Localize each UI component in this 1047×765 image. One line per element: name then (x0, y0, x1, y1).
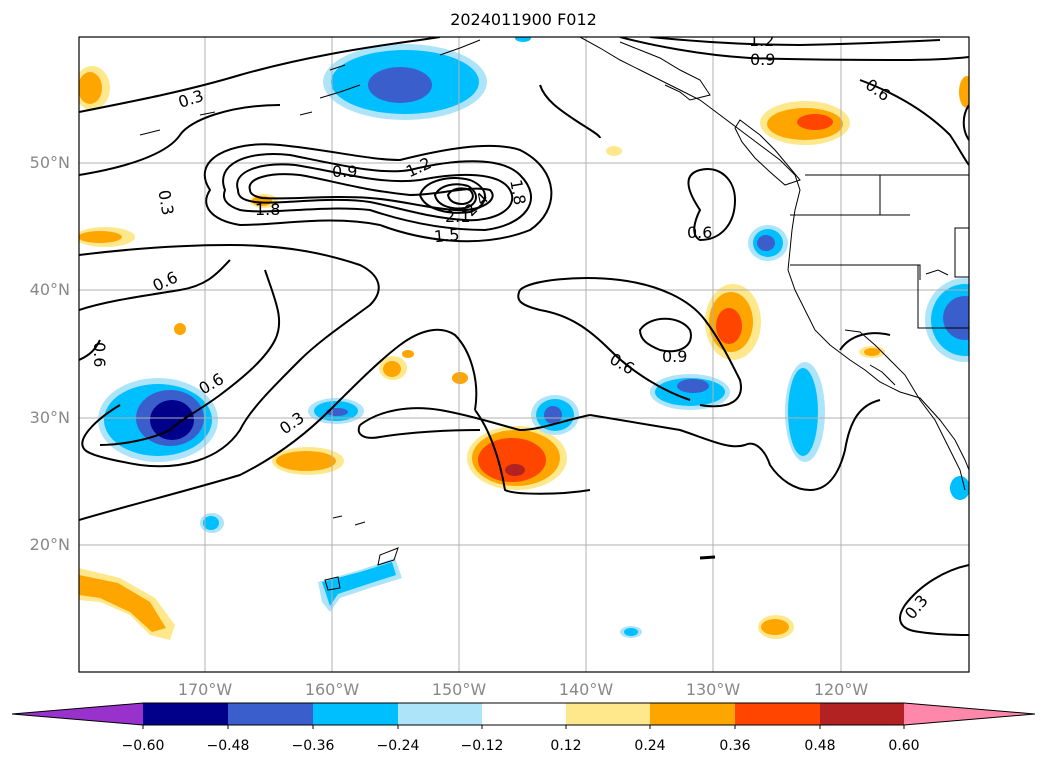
colorbar-tick-label: 0.48 (804, 738, 836, 754)
colorbar-tick-label: −0.36 (291, 738, 335, 754)
coastlines (139, 37, 969, 591)
colorbar-swatch (482, 703, 566, 725)
longitude-label: 160°W (304, 680, 360, 699)
map-title: 2024011900 F012 (450, 10, 597, 29)
contour-label: 1.5 (433, 225, 460, 246)
longitude-label: 150°W (431, 680, 487, 699)
colorbar-extend-min (12, 703, 143, 725)
latitude-label: 50°N (29, 153, 70, 172)
colorbar-extend-max (904, 703, 1035, 725)
colorbar-swatch (228, 703, 313, 725)
longitude-label: 140°W (558, 680, 614, 699)
longitude-label: 130°W (685, 680, 741, 699)
colorbar-tick-label: −0.48 (206, 738, 250, 754)
colorbar-tick-label: −0.12 (460, 738, 504, 754)
colorbar-tick-label: −0.60 (121, 738, 165, 754)
colorbar-tick-label: 0.60 (888, 738, 920, 754)
map-border (78, 36, 970, 673)
colorbar-swatch (313, 703, 398, 725)
contour-label: 0.6 (687, 223, 712, 242)
colorbar-swatch (566, 703, 650, 725)
contour-label: 2.1 (445, 207, 470, 226)
contour-label: 1.2 (749, 31, 774, 50)
colorbar-swatch (398, 703, 482, 725)
latitude-label: 30°N (29, 408, 70, 427)
graticule (79, 37, 969, 672)
latitude-label: 20°N (29, 535, 70, 554)
longitude-label: 170°W (177, 680, 233, 699)
colorbar (11, 702, 1036, 729)
latitude-label: 40°N (29, 280, 70, 299)
contour-label: 0.6 (90, 342, 109, 367)
contour-label: 0.9 (662, 347, 687, 366)
contour-label: 1.8 (506, 178, 529, 206)
longitude-label: 120°W (813, 680, 869, 699)
colorbar-tick-label: 0.24 (634, 738, 666, 754)
colorbar-tick-label: 0.36 (719, 738, 751, 754)
contour-label: 0.9 (332, 162, 357, 181)
colorbar-swatch (143, 703, 228, 725)
contour-lines (79, 37, 969, 636)
contour-label: 1.8 (255, 200, 280, 219)
contour-label: 0.3 (154, 188, 177, 216)
colorbar-swatch (820, 703, 904, 725)
colorbar-tick-label: −0.24 (376, 738, 420, 754)
colorbar-swatch (735, 703, 820, 725)
colorbar-swatch (650, 703, 735, 725)
negative-anomaly-regions (98, 37, 969, 638)
colorbar-tick-label: 0.12 (550, 738, 582, 754)
contour-label: 0.9 (750, 50, 775, 69)
map-plot-area: 0.3 0.6 0.9 1.2 1.5 1.8 2.1 2.4 0.9 1.2 … (79, 31, 969, 672)
